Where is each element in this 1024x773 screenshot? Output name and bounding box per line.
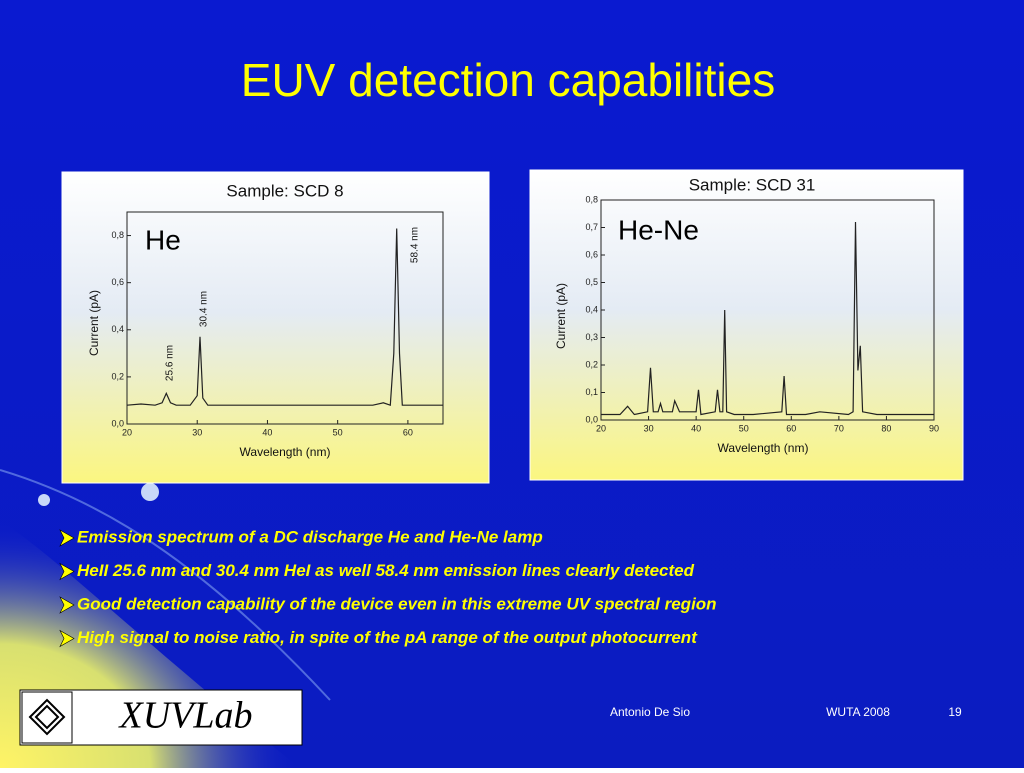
- chart-panel: [529, 169, 964, 481]
- bullet-arrow: [59, 629, 75, 648]
- x-axis-label: Wavelength (nm): [240, 445, 331, 459]
- chart-panel: [61, 171, 490, 484]
- spectrum-line: [126, 228, 443, 407]
- y-tick-label: 0,5: [585, 277, 598, 287]
- y-tick-label: 0,8: [111, 230, 124, 240]
- footer-page: 19: [948, 705, 962, 719]
- y-tick-label: 0,0: [585, 414, 598, 424]
- y-axis-label: Current (pA): [554, 283, 568, 349]
- y-tick-label: 0,1: [585, 387, 598, 397]
- chart-title: Sample: SCD 31: [689, 175, 816, 194]
- bullet-text: Good detection capability of the device …: [77, 594, 717, 613]
- y-tick-label: 0,4: [111, 324, 124, 334]
- x-tick-label: 40: [691, 423, 701, 433]
- y-tick-label: 0,4: [585, 304, 598, 314]
- y-tick-label: 0,7: [585, 222, 598, 232]
- spectrum-line: [601, 221, 934, 416]
- x-tick-label: 80: [881, 423, 891, 433]
- chart-annotation: He-Ne: [618, 214, 699, 245]
- x-tick-label: 60: [403, 427, 413, 437]
- dot: [38, 494, 50, 506]
- y-tick-label: 0,8: [585, 194, 598, 204]
- y-tick-label: 0,6: [585, 249, 598, 259]
- bullet-arrow: [59, 529, 75, 547]
- y-axis-label: Current (pA): [87, 290, 101, 356]
- x-tick-label: 40: [262, 427, 272, 437]
- y-tick-label: 0,3: [585, 332, 598, 342]
- chart-annotation: He: [145, 224, 181, 255]
- x-tick-label: 30: [644, 423, 654, 433]
- bullet-text: Emission spectrum of a DC discharge He a…: [77, 527, 543, 546]
- bullet-text: HeII 25.6 nm and 30.4 nm HeI as well 58.…: [77, 561, 695, 580]
- bullet-arrow: [59, 596, 75, 614]
- x-tick-label: 30: [192, 427, 202, 437]
- bullet-list: Emission spectrum of a DC discharge He a…: [59, 527, 717, 648]
- peak-label: 25.6 nm: [165, 345, 176, 381]
- x-tick-label: 60: [786, 423, 796, 433]
- swoosh-line: [0, 469, 331, 701]
- x-tick-label: 20: [122, 427, 132, 437]
- peak-label: 58.4 nm: [410, 227, 421, 263]
- charts: Sample: SCD 8 20 30 40 50 60 0,0 0,2 0,4 0,6 0,8 Wa…: [61, 169, 964, 484]
- slide-title: EUV detection capabilities: [241, 54, 775, 106]
- y-tick-label: 0,2: [111, 371, 124, 381]
- x-tick-label: 90: [929, 423, 939, 433]
- peak-label: 30.4 nm: [199, 291, 210, 327]
- plot-frame: [126, 211, 444, 425]
- bullet-arrow: [59, 562, 75, 581]
- logo-text: XUVLab: [118, 695, 253, 737]
- x-tick-label: 20: [596, 423, 606, 433]
- y-tick-label: 0,6: [111, 277, 124, 287]
- y-tick-label: 0,2: [585, 359, 598, 369]
- chart-title: Sample: SCD 8: [226, 181, 343, 200]
- x-tick-label: 70: [834, 423, 844, 433]
- x-axis-label: Wavelength (nm): [718, 441, 809, 455]
- dot: [141, 483, 159, 501]
- footer-event: WUTA 2008: [826, 705, 890, 719]
- footer-author: Antonio De Sio: [610, 705, 690, 719]
- bullet-text: High signal to noise ratio, in spite of …: [77, 628, 698, 647]
- x-tick-label: 50: [333, 427, 343, 437]
- y-tick-label: 0,0: [111, 418, 124, 428]
- logo-knot: [28, 698, 66, 736]
- x-tick-label: 50: [739, 423, 749, 433]
